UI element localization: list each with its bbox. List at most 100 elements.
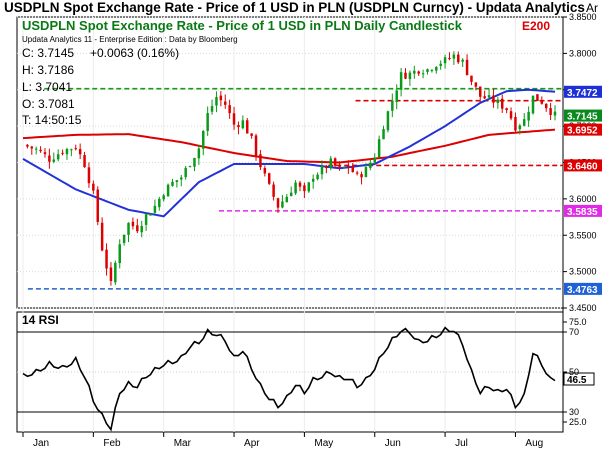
rsi-line [22,326,556,432]
candle-body [197,148,201,159]
candle-body [333,158,337,166]
candle-body [127,222,130,235]
x-tick-label: Mar [174,438,192,449]
candle-body [505,108,508,111]
candle-body [408,72,412,80]
candle-body [536,94,539,102]
ma-red-line [22,128,556,164]
candle-body [509,111,513,119]
candle-body [465,59,469,76]
candle-body [140,225,143,233]
candle-body [479,86,482,97]
candle-body [118,244,121,264]
candle-body [307,182,311,192]
chart-title: USDPLN Spot Exchange Rate - Price of 1 U… [22,18,463,33]
candle-body [413,70,416,74]
candle-body [435,66,438,71]
candle-body [34,148,38,150]
candle-body [522,119,526,126]
candle-body [228,105,231,114]
candle-body [30,146,34,149]
candle-body [496,99,500,104]
x-tick-label: Apr [244,438,260,449]
ma-blue-line [22,88,556,218]
price-label: 3.6460 [567,161,598,172]
candle-body [83,155,86,168]
candle-body [78,149,82,155]
moving-averages [22,88,556,218]
readout-close: C: 3.7145 [22,46,74,60]
candle-body [206,113,209,131]
candle-body [267,173,271,184]
price-label: 3.5835 [567,207,598,218]
candle-body [470,75,473,82]
candle-body [276,198,280,208]
candle-body [105,249,108,269]
candle-body [96,189,99,222]
candle-body [355,172,359,174]
candle-body [443,57,447,64]
candle-body [514,117,517,131]
price-label-box [564,109,602,122]
candle-body [254,135,258,156]
rsi-title: 14 RSI [22,313,59,327]
candle-body [237,125,240,128]
price-label: 3.6952 [567,126,598,137]
rsi-tick-label: 70 [569,327,579,337]
y-tick-label: 3.8500 [569,12,597,22]
candle-body [549,108,552,115]
candle-body [245,120,249,134]
candle-body [210,106,214,112]
candle-body [100,222,104,251]
candle-body [518,125,522,130]
candle-body [289,192,293,197]
source-note: Updata Analytics 11 - Enterprise Edition… [22,35,238,44]
candle-body [87,167,91,184]
candle-body [114,262,117,283]
candle-body [224,101,227,105]
x-tick-label: Jul [455,438,468,449]
rsi-tick-label: 25.0 [569,417,587,427]
candle-body [500,98,504,109]
candle-body [386,111,390,131]
candle-body [180,177,183,180]
candle-body [219,95,223,101]
candle-body [347,165,350,168]
candle-body [329,158,333,168]
candle-body [109,267,113,281]
candle-body [61,152,64,154]
candle-body [158,198,161,208]
readout-open: O: 3.7081 [22,97,75,111]
indicator-label: E200 [522,19,550,33]
candle-body [448,57,451,59]
candle-body [382,129,385,140]
candle-body [487,95,491,98]
y-tick-label: 3.5500 [569,230,597,240]
readout-high: H: 3.7186 [22,63,74,77]
y-tick-label: 3.6000 [569,194,597,204]
candle-body [540,100,544,104]
rsi-grid [17,331,563,413]
rsi-tick-label: 50 [569,367,579,377]
x-tick-label: Aug [525,438,543,449]
candle-body [74,148,78,150]
readout-time: T: 14:50:15 [22,113,82,127]
candle-body [492,95,495,103]
candle-body [26,144,29,147]
candle-body [144,214,148,225]
candle-body [457,54,460,63]
candle-body [395,90,398,102]
x-tick-label: Jan [33,438,49,449]
candle-body [527,111,530,121]
candle-body [303,185,306,192]
candle-body [241,120,245,129]
candle-body [342,166,346,168]
price-label-box [564,282,602,295]
candle-body [202,130,205,149]
candle-body [430,70,434,72]
candle-body [188,166,192,168]
price-grid [17,16,563,432]
x-tick-label: Jun [385,438,401,449]
candle-body [338,164,341,167]
